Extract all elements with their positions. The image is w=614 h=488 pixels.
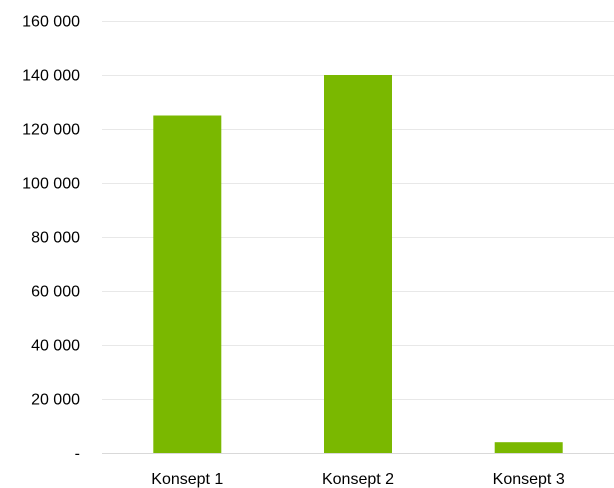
- y-tick-label: -: [75, 446, 80, 463]
- bar-konsept-1: [153, 115, 222, 453]
- y-tick-label: 100 000: [22, 176, 80, 193]
- y-tick-label: 40 000: [31, 338, 80, 355]
- x-axis-category-labels: Konsept 1 Konsept 2 Konsept 3: [151, 471, 565, 488]
- y-tick-label: 140 000: [22, 68, 80, 85]
- x-category-label: Konsept 3: [493, 471, 565, 488]
- y-tick-label: 80 000: [31, 230, 80, 247]
- bars: [153, 75, 563, 453]
- y-axis-tick-labels: - 20 000 40 000 60 000 80 000 100 000 120 000 1…: [22, 14, 80, 463]
- x-category-label: Konsept 2: [322, 471, 394, 488]
- y-tick-label: 160 000: [22, 14, 80, 31]
- y-tick-label: 20 000: [31, 392, 80, 409]
- bar-konsept-2: [324, 75, 392, 453]
- y-tick-label: 60 000: [31, 284, 80, 301]
- bar-konsept-3: [494, 442, 563, 453]
- y-tick-label: 120 000: [22, 122, 80, 139]
- x-category-label: Konsept 1: [151, 471, 223, 488]
